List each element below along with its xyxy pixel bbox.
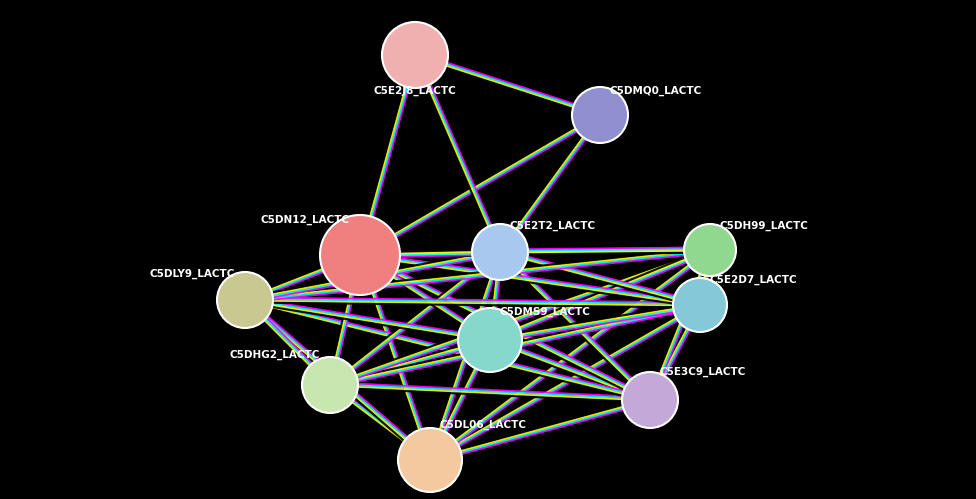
Text: C5DL06_LACTC: C5DL06_LACTC [440,420,527,430]
Circle shape [320,215,400,295]
Text: C5DHG2_LACTC: C5DHG2_LACTC [229,350,320,360]
Circle shape [622,372,678,428]
Circle shape [382,22,448,88]
Circle shape [673,278,727,332]
Circle shape [217,272,273,328]
Text: C5DMQ0_LACTC: C5DMQ0_LACTC [610,86,703,96]
Text: C5DN12_LACTC: C5DN12_LACTC [261,215,350,225]
Text: C5E2J8_LACTC: C5E2J8_LACTC [374,86,457,96]
Circle shape [572,87,628,143]
Circle shape [472,224,528,280]
Circle shape [458,308,522,372]
Text: C5DH99_LACTC: C5DH99_LACTC [720,221,809,231]
Text: C5E3C9_LACTC: C5E3C9_LACTC [660,367,747,377]
Text: C5DLY9_LACTC: C5DLY9_LACTC [149,269,235,279]
Text: C5E2D7_LACTC: C5E2D7_LACTC [710,275,797,285]
Text: C5E2T2_LACTC: C5E2T2_LACTC [510,221,596,231]
Text: C5DMS9_LACTC: C5DMS9_LACTC [500,307,590,317]
Circle shape [398,428,462,492]
Circle shape [302,357,358,413]
Circle shape [684,224,736,276]
